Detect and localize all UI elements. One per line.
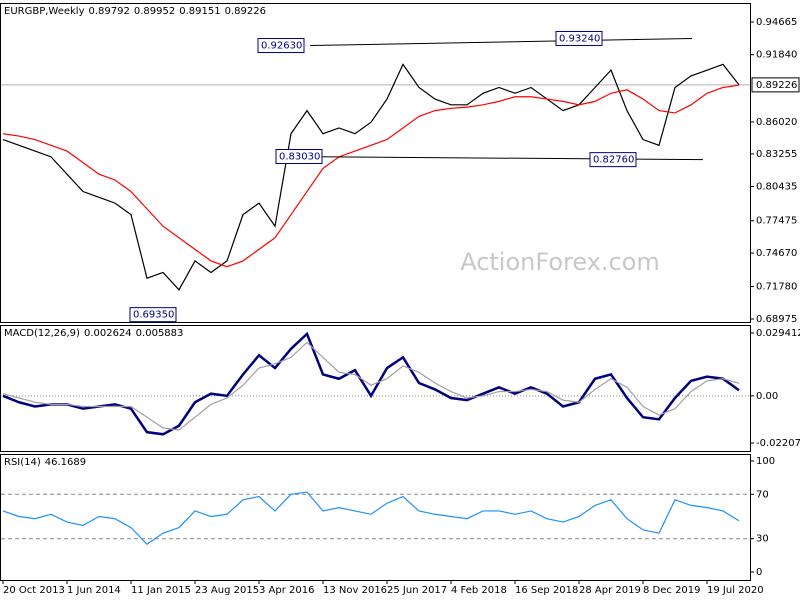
panel-title: MACD(12,26,9) xyxy=(4,328,80,339)
x-tick-label: 16 Sep 2018 xyxy=(515,585,578,596)
panel-frame xyxy=(0,454,751,581)
annotation-label: 0.93240 xyxy=(559,33,600,44)
x-tick-label: 25 Jun 2017 xyxy=(387,585,447,596)
y-tick-label: 0.77475 xyxy=(756,216,797,227)
header-value: 0.89151 xyxy=(179,6,220,17)
annotation-box xyxy=(589,152,637,168)
last-price-box xyxy=(751,77,800,93)
series-line xyxy=(2,63,740,291)
y-tick-label: -0.022074 xyxy=(756,438,800,449)
y-tick-label: 0.68975 xyxy=(756,314,797,325)
x-tick-label: 11 Jan 2015 xyxy=(131,585,191,596)
y-tick-label: 0.74670 xyxy=(756,248,797,259)
header-value: 0.89226 xyxy=(225,6,266,17)
x-tick-label: 28 Apr 2019 xyxy=(579,585,641,596)
x-tick-label: 20 Oct 2013 xyxy=(3,585,65,596)
y-tick-label: 0.86020 xyxy=(756,117,797,128)
series-line xyxy=(2,341,740,431)
y-tick-label: 100 xyxy=(756,456,775,467)
y-tick-label: 0 xyxy=(756,567,762,578)
y-tick-label: 30 xyxy=(756,534,769,545)
annotation-label: 0.92630 xyxy=(261,41,302,52)
y-tick-label: 70 xyxy=(756,489,769,500)
panel-header: EURGBP,Weekly 0.89792 0.89952 0.89151 0.8922… xyxy=(4,6,266,17)
x-tick-label: 19 Jul 2020 xyxy=(707,585,764,596)
header-value: 0.002624 xyxy=(84,328,132,339)
series-line xyxy=(2,491,740,546)
panel-frame xyxy=(0,325,751,452)
panel-header: RSI(14) 46.1689 xyxy=(4,457,86,468)
panel-header: MACD(12,26,9) 0.002624 0.005883 xyxy=(4,328,183,339)
annotation-label: 0.83030 xyxy=(279,152,320,163)
panel-title: RSI(14) xyxy=(4,457,41,468)
annotation-box xyxy=(555,30,603,46)
annotation-box xyxy=(275,149,323,165)
series-line xyxy=(2,84,740,268)
x-tick-label: 13 Nov 2016 xyxy=(323,585,387,596)
trend-line xyxy=(309,37,693,47)
x-tick-label: 4 Feb 2018 xyxy=(451,585,507,596)
x-tick-label: 8 Dec 2019 xyxy=(643,585,701,596)
annotation-label: 0.69350 xyxy=(133,310,174,321)
header-value: 0.005883 xyxy=(136,328,184,339)
y-tick-label: 0.91840 xyxy=(756,50,797,61)
y-tick-label: 0.029412 xyxy=(756,328,800,339)
x-tick-label: 1 Jun 2014 xyxy=(67,585,121,596)
last-price-label: 0.89226 xyxy=(756,80,797,91)
x-tick-label: 23 Aug 2015 xyxy=(195,585,259,596)
y-tick-label: 0.71780 xyxy=(756,282,797,293)
y-tick-label: 0.94665 xyxy=(756,17,797,28)
watermark: ActionForex.com xyxy=(460,248,660,276)
annotation-label: 0.82760 xyxy=(593,155,634,166)
header-value: 46.1689 xyxy=(45,457,86,468)
annotation-box xyxy=(129,307,177,323)
header-value: 0.89792 xyxy=(89,6,130,17)
panel-title: EURGBP,Weekly xyxy=(4,6,85,17)
y-tick-label: 0.80435 xyxy=(756,182,797,193)
x-tick-label: 3 Apr 2016 xyxy=(259,585,314,596)
series-line xyxy=(2,331,740,436)
y-tick-label: 0.83255 xyxy=(756,149,797,160)
annotation-box xyxy=(257,38,305,54)
panel-frame xyxy=(0,3,751,323)
header-value: 0.89952 xyxy=(134,6,175,17)
y-tick-label: 0.00 xyxy=(756,391,778,402)
